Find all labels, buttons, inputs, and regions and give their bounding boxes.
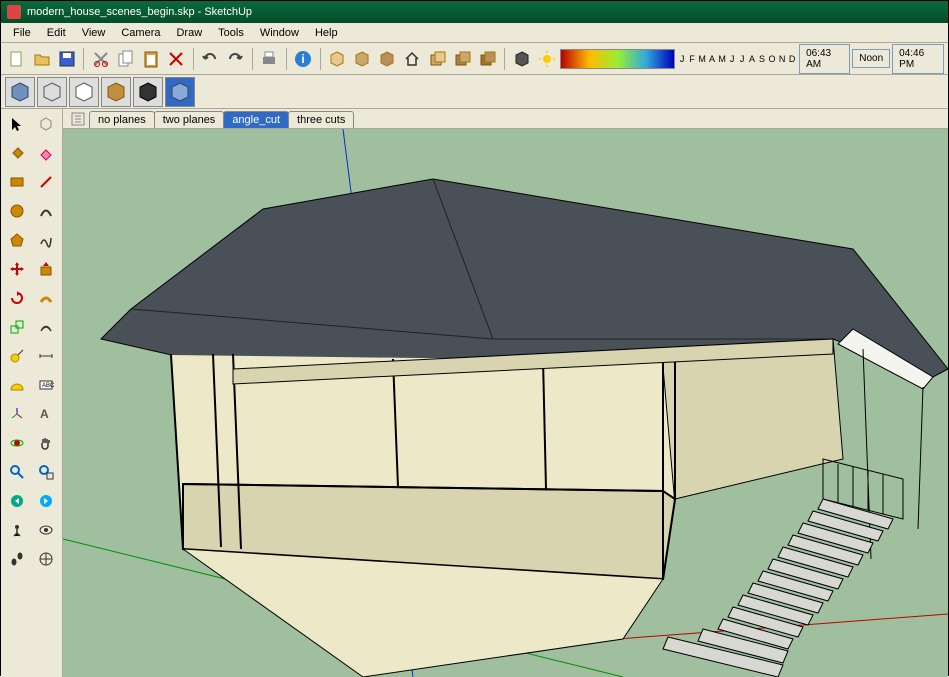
cut-button[interactable] xyxy=(89,46,112,72)
time-gradient[interactable] xyxy=(560,49,675,69)
style-textured[interactable] xyxy=(101,77,131,107)
scenes-bar: no planes two planes angle_cut three cut… xyxy=(63,109,948,129)
layers-button-1[interactable] xyxy=(426,46,449,72)
push-pull-tool[interactable] xyxy=(32,256,60,282)
svg-text:A: A xyxy=(40,407,49,421)
circle-tool[interactable] xyxy=(3,198,31,224)
model-info-button[interactable]: i xyxy=(292,46,315,72)
previous-tool[interactable] xyxy=(3,488,31,514)
left-toolbar: ABC A xyxy=(1,109,63,677)
svg-text:ABC: ABC xyxy=(42,383,54,389)
menu-camera[interactable]: Camera xyxy=(113,25,168,41)
window-title: modern_house_scenes_begin.skp - SketchUp xyxy=(27,6,252,18)
look-around-tool[interactable] xyxy=(32,517,60,543)
protractor-tool[interactable] xyxy=(3,372,31,398)
menubar: File Edit View Camera Draw Tools Window … xyxy=(1,23,948,43)
paste-button[interactable] xyxy=(139,46,162,72)
time-start[interactable]: 06:43 AM xyxy=(799,44,850,74)
polygon-tool[interactable] xyxy=(3,227,31,253)
layers-button-2[interactable] xyxy=(451,46,474,72)
scene-tab-2[interactable]: angle_cut xyxy=(223,111,289,128)
undo-button[interactable] xyxy=(199,46,222,72)
dimension-tool[interactable] xyxy=(32,343,60,369)
svg-text:i: i xyxy=(301,52,304,66)
copy-button[interactable] xyxy=(114,46,137,72)
viewport[interactable] xyxy=(63,129,948,677)
scale-tool[interactable] xyxy=(3,314,31,340)
menu-tools[interactable]: Tools xyxy=(210,25,252,41)
erase-button[interactable] xyxy=(165,46,188,72)
rectangle-tool[interactable] xyxy=(3,169,31,195)
styles-toolbar xyxy=(1,75,948,109)
freehand-tool[interactable] xyxy=(32,227,60,253)
style-shaded[interactable] xyxy=(69,77,99,107)
main-toolbar: i JFMAMJJASOND 06:43 AM Noon 04:46 PM xyxy=(1,43,948,75)
make-component-tool[interactable] xyxy=(32,111,60,137)
walk-tool[interactable] xyxy=(3,546,31,572)
component-button-3[interactable] xyxy=(376,46,399,72)
menu-help[interactable]: Help xyxy=(307,25,346,41)
scene-options-icon[interactable] xyxy=(67,110,89,128)
paint-bucket-tool[interactable] xyxy=(3,140,31,166)
style-wireframe[interactable] xyxy=(5,77,35,107)
position-camera-tool[interactable] xyxy=(3,517,31,543)
text-tool[interactable]: ABC xyxy=(32,372,60,398)
print-button[interactable] xyxy=(258,46,281,72)
redo-button[interactable] xyxy=(224,46,247,72)
save-button[interactable] xyxy=(55,46,78,72)
menu-file[interactable]: File xyxy=(5,25,39,41)
select-tool[interactable] xyxy=(3,111,31,137)
offset-tool[interactable] xyxy=(32,314,60,340)
zoom-tool[interactable] xyxy=(3,459,31,485)
layers-button-3[interactable] xyxy=(476,46,499,72)
model-view xyxy=(63,129,948,677)
style-hidden[interactable] xyxy=(37,77,67,107)
line-tool[interactable] xyxy=(32,169,60,195)
open-file-button[interactable] xyxy=(30,46,53,72)
rotate-tool[interactable] xyxy=(3,285,31,311)
menu-view[interactable]: View xyxy=(74,25,114,41)
axes-tool[interactable] xyxy=(3,401,31,427)
scene-tab-3[interactable]: three cuts xyxy=(288,111,354,128)
orbit-tool[interactable] xyxy=(3,430,31,456)
time-end[interactable]: 04:46 PM xyxy=(892,44,944,74)
shadows-button[interactable] xyxy=(510,46,533,72)
tape-tool[interactable] xyxy=(3,343,31,369)
style-mono[interactable] xyxy=(133,77,163,107)
3d-text-tool[interactable]: A xyxy=(32,401,60,427)
home-button[interactable] xyxy=(401,46,424,72)
new-file-button[interactable] xyxy=(5,46,28,72)
section-tool[interactable] xyxy=(32,546,60,572)
style-xray[interactable] xyxy=(165,77,195,107)
menu-draw[interactable]: Draw xyxy=(168,25,210,41)
component-button-2[interactable] xyxy=(351,46,374,72)
scene-tab-0[interactable]: no planes xyxy=(89,111,155,128)
follow-me-tool[interactable] xyxy=(32,285,60,311)
arc-tool[interactable] xyxy=(32,198,60,224)
menu-window[interactable]: Window xyxy=(252,25,307,41)
next-tool[interactable] xyxy=(32,488,60,514)
component-button-1[interactable] xyxy=(326,46,349,72)
titlebar: modern_house_scenes_begin.skp - SketchUp xyxy=(1,1,948,23)
app-icon xyxy=(7,5,21,19)
scene-tab-1[interactable]: two planes xyxy=(154,111,225,128)
zoom-extents-tool[interactable] xyxy=(32,459,60,485)
sun-button[interactable] xyxy=(535,46,558,72)
eraser-tool[interactable] xyxy=(32,140,60,166)
move-tool[interactable] xyxy=(3,256,31,282)
time-noon[interactable]: Noon xyxy=(852,49,890,68)
main-area: no planes two planes angle_cut three cut… xyxy=(63,109,948,677)
workspace: ABC A no planes two planes angle_cut thr… xyxy=(1,109,948,677)
month-bar[interactable]: JFMAMJJASOND xyxy=(677,54,797,64)
pan-tool[interactable] xyxy=(32,430,60,456)
menu-edit[interactable]: Edit xyxy=(39,25,74,41)
